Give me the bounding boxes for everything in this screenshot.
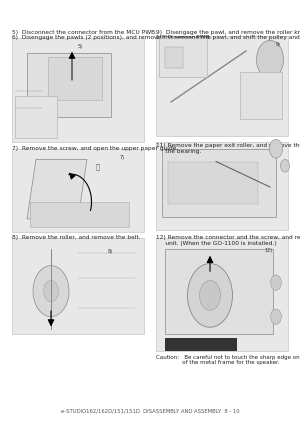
Text: 9)  Disengage the pawl, and remove the roller knob.: 9) Disengage the pawl, and remove the ro… bbox=[156, 30, 300, 35]
Circle shape bbox=[256, 40, 284, 79]
Bar bbox=[156, 142, 288, 230]
Text: unit. (When the GO-1100 is installed.): unit. (When the GO-1100 is installed.) bbox=[156, 241, 277, 246]
Circle shape bbox=[200, 280, 220, 310]
Text: 12): 12) bbox=[264, 248, 272, 253]
Text: 8)  Remove the roller, and remove the belt.: 8) Remove the roller, and remove the bel… bbox=[12, 235, 141, 240]
Text: 10) Disengage the pawl, and shift the pulley and the bearing.: 10) Disengage the pawl, and shift the pu… bbox=[156, 35, 300, 40]
Circle shape bbox=[44, 280, 59, 302]
Circle shape bbox=[271, 275, 281, 290]
Text: of the metal frame for the speaker.: of the metal frame for the speaker. bbox=[156, 360, 280, 366]
Text: 5)  Disconnect the connector from the MCU PWB.: 5) Disconnect the connector from the MCU… bbox=[12, 30, 157, 35]
Bar bbox=[12, 149, 144, 232]
Circle shape bbox=[280, 159, 290, 172]
Text: the bearing.: the bearing. bbox=[156, 149, 201, 154]
Text: 8): 8) bbox=[108, 249, 113, 254]
Bar bbox=[240, 72, 282, 119]
Circle shape bbox=[271, 309, 281, 324]
Bar bbox=[48, 57, 102, 100]
Text: 6)  Disengage the pawls (2 positions), and remove the sensor PWB.: 6) Disengage the pawls (2 positions), an… bbox=[12, 35, 211, 40]
Text: 9): 9) bbox=[276, 42, 281, 47]
Bar bbox=[12, 238, 144, 334]
Bar bbox=[168, 162, 258, 204]
Bar bbox=[12, 38, 144, 142]
Bar bbox=[27, 53, 111, 117]
Circle shape bbox=[269, 139, 283, 158]
Bar bbox=[30, 202, 129, 227]
Text: 🔧: 🔧 bbox=[96, 164, 100, 170]
Bar bbox=[162, 149, 276, 217]
Circle shape bbox=[188, 264, 232, 327]
Text: 5): 5) bbox=[78, 44, 83, 49]
Text: 12) Remove the connector and the screw, and remove the speaker: 12) Remove the connector and the screw, … bbox=[156, 235, 300, 240]
Text: Caution:   Be careful not to touch the sharp edge on the circumference: Caution: Be careful not to touch the sha… bbox=[156, 355, 300, 360]
Text: 11) Remove the paper exit roller, and remove the belt, the pulley, and: 11) Remove the paper exit roller, and re… bbox=[156, 143, 300, 148]
Bar bbox=[156, 238, 288, 351]
Bar bbox=[15, 96, 57, 138]
Bar bbox=[165, 47, 183, 68]
Polygon shape bbox=[27, 159, 87, 219]
Bar bbox=[156, 36, 288, 136]
Bar bbox=[165, 249, 273, 334]
Text: 7)  Remove the screw, and open the upper paper guide.: 7) Remove the screw, and open the upper … bbox=[12, 146, 178, 151]
Text: 7): 7) bbox=[120, 155, 125, 160]
Text: e-STUDIO162/162D/151/151D  DISASSEMBLY AND ASSEMBLY  8 - 10: e-STUDIO162/162D/151/151D DISASSEMBLY AN… bbox=[61, 408, 239, 413]
Text: 11): 11) bbox=[270, 148, 278, 153]
Circle shape bbox=[33, 266, 69, 317]
Bar bbox=[159, 38, 207, 76]
Bar bbox=[165, 338, 237, 351]
